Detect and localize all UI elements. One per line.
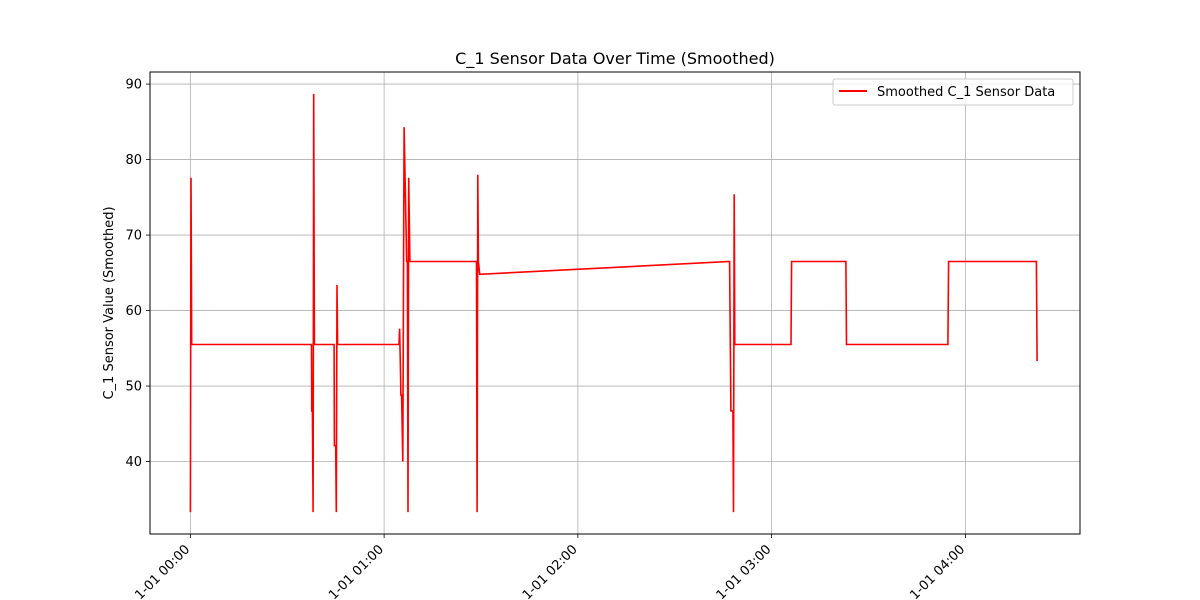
y-tick-label: 60 <box>125 304 142 319</box>
series-line <box>189 93 1038 513</box>
y-tick-label: 40 <box>125 455 142 470</box>
y-tick-label: 50 <box>125 380 142 395</box>
chart-title: C_1 Sensor Data Over Time (Smoothed) <box>455 49 775 69</box>
grid-lines <box>150 72 1080 534</box>
y-tick-label: 90 <box>125 78 142 93</box>
x-tick-label: 1-01 02:00 <box>520 542 581 600</box>
plot-frame <box>149 71 1081 535</box>
y-axis-ticks: 40 50 60 70 80 90 <box>125 78 150 470</box>
y-tick-label: 80 <box>125 153 142 168</box>
plot-area <box>189 93 1038 513</box>
legend: Smoothed C_1 Sensor Data <box>832 78 1074 106</box>
legend-box <box>832 78 1074 106</box>
x-tick-label: 1-01 03:00 <box>714 542 775 600</box>
x-tick-label: 1-01 04:00 <box>907 542 968 600</box>
legend-label: Smoothed C_1 Sensor Data <box>877 85 1055 100</box>
x-tick-label: 1-01 00:00 <box>132 542 193 600</box>
x-axis-ticks: 1-01 00:00 1-01 01:00 1-01 02:00 1-01 03:00… <box>132 534 968 600</box>
y-tick-label: 70 <box>125 229 142 244</box>
x-tick-label: 1-01 01:00 <box>326 542 387 600</box>
y-axis-label: C_1 Sensor Value (Smoothed) <box>102 206 117 399</box>
